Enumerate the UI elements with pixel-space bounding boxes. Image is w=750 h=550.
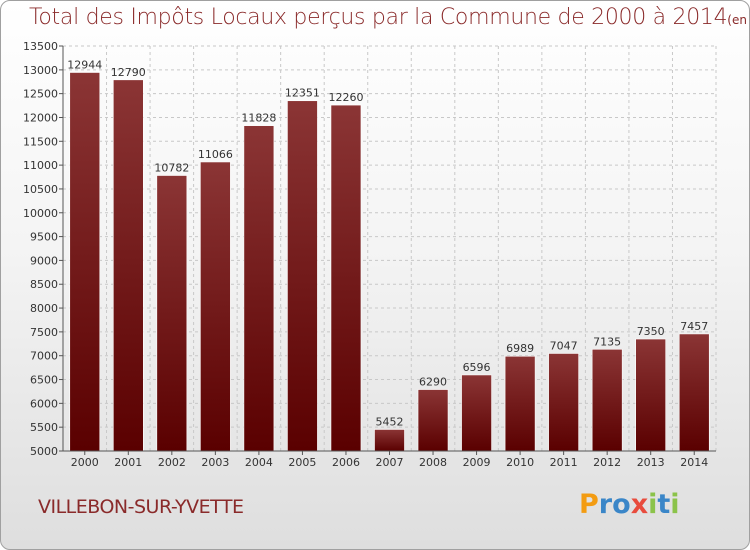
bar-value-label: 7457	[680, 320, 708, 333]
bar-value-label: 12790	[111, 66, 146, 79]
bar	[374, 429, 405, 452]
x-tick-label: 2009	[463, 456, 491, 469]
logo-letter: o	[612, 489, 631, 520]
bar-value-label: 12260	[328, 91, 363, 104]
bar	[678, 333, 710, 452]
y-tick-label: 5000	[30, 445, 58, 458]
y-tick-label: 13500	[23, 40, 58, 53]
x-tick-label: 2003	[201, 456, 229, 469]
y-tick-label: 12000	[23, 111, 58, 124]
bar-value-label: 7135	[593, 335, 621, 348]
logo-letter: P	[579, 489, 599, 520]
x-tick-label: 2006	[332, 456, 360, 469]
x-tick-label: 2002	[158, 456, 186, 469]
bar-value-label: 12351	[285, 87, 320, 100]
bar	[417, 389, 449, 452]
y-tick-label: 9000	[30, 254, 58, 267]
bar-value-label: 10782	[154, 162, 189, 175]
bar	[591, 348, 623, 452]
bar-value-label: 11828	[241, 112, 276, 125]
bar	[69, 72, 101, 452]
logo-letter: i	[648, 489, 658, 520]
bar	[548, 353, 579, 452]
chart-title-text: Total des Impôts Locaux perçus par la Co…	[29, 5, 728, 30]
bar	[243, 125, 275, 452]
x-tick-label: 2008	[419, 456, 447, 469]
y-tick-label: 11500	[23, 135, 58, 148]
y-tick-label: 6500	[30, 374, 58, 387]
bar-value-label: 5452	[376, 415, 404, 428]
y-tick-label: 7500	[30, 326, 58, 339]
logo-letter: x	[630, 489, 649, 520]
logo-letter: i	[670, 489, 680, 520]
bar-value-label: 11066	[198, 148, 233, 161]
x-tick-label: 2011	[550, 456, 578, 469]
bar	[113, 79, 144, 452]
x-tick-label: 2005	[288, 456, 316, 469]
bar	[461, 374, 492, 452]
y-tick-label: 13000	[23, 64, 58, 77]
x-tick-label: 2014	[680, 456, 708, 469]
y-tick-label: 9500	[30, 231, 58, 244]
bar-value-label: 7047	[550, 339, 578, 352]
y-tick-label: 5500	[30, 421, 58, 434]
bar-value-label: 12944	[67, 58, 102, 71]
bar-value-label: 6596	[463, 361, 491, 374]
y-tick-label: 10000	[23, 207, 58, 220]
bar-value-label: 7350	[637, 325, 665, 338]
y-tick-label: 11000	[23, 159, 58, 172]
bar	[200, 161, 231, 452]
bar	[287, 100, 318, 452]
bar	[156, 175, 188, 452]
y-tick-label: 10500	[23, 183, 58, 196]
chart-title: Total des Impôts Locaux perçus par la Co…	[29, 5, 749, 30]
bar	[504, 355, 536, 452]
bar-value-label: 6290	[419, 376, 447, 389]
chart-title-unit: (en milliers d'€)	[727, 13, 749, 27]
y-tick-label: 8000	[30, 302, 58, 315]
logo-letter: t	[657, 489, 671, 520]
y-tick-label: 6000	[30, 397, 58, 410]
commune-name: VILLEBON-SUR-YVETTE	[38, 496, 244, 518]
x-tick-label: 2012	[593, 456, 621, 469]
x-tick-label: 2000	[71, 456, 99, 469]
y-tick-label: 7000	[30, 350, 58, 363]
bar-value-label: 6989	[506, 342, 534, 355]
proxiti-logo: Proxiti	[579, 489, 680, 520]
bar	[635, 338, 667, 452]
x-tick-label: 2004	[245, 456, 273, 469]
x-tick-label: 2007	[376, 456, 404, 469]
x-tick-label: 2013	[637, 456, 665, 469]
bar	[330, 104, 362, 452]
y-tick-label: 8500	[30, 278, 58, 291]
y-tick-label: 12500	[23, 88, 58, 101]
x-tick-label: 2010	[506, 456, 534, 469]
x-tick-label: 2001	[114, 456, 142, 469]
logo-letter: r	[598, 489, 613, 520]
